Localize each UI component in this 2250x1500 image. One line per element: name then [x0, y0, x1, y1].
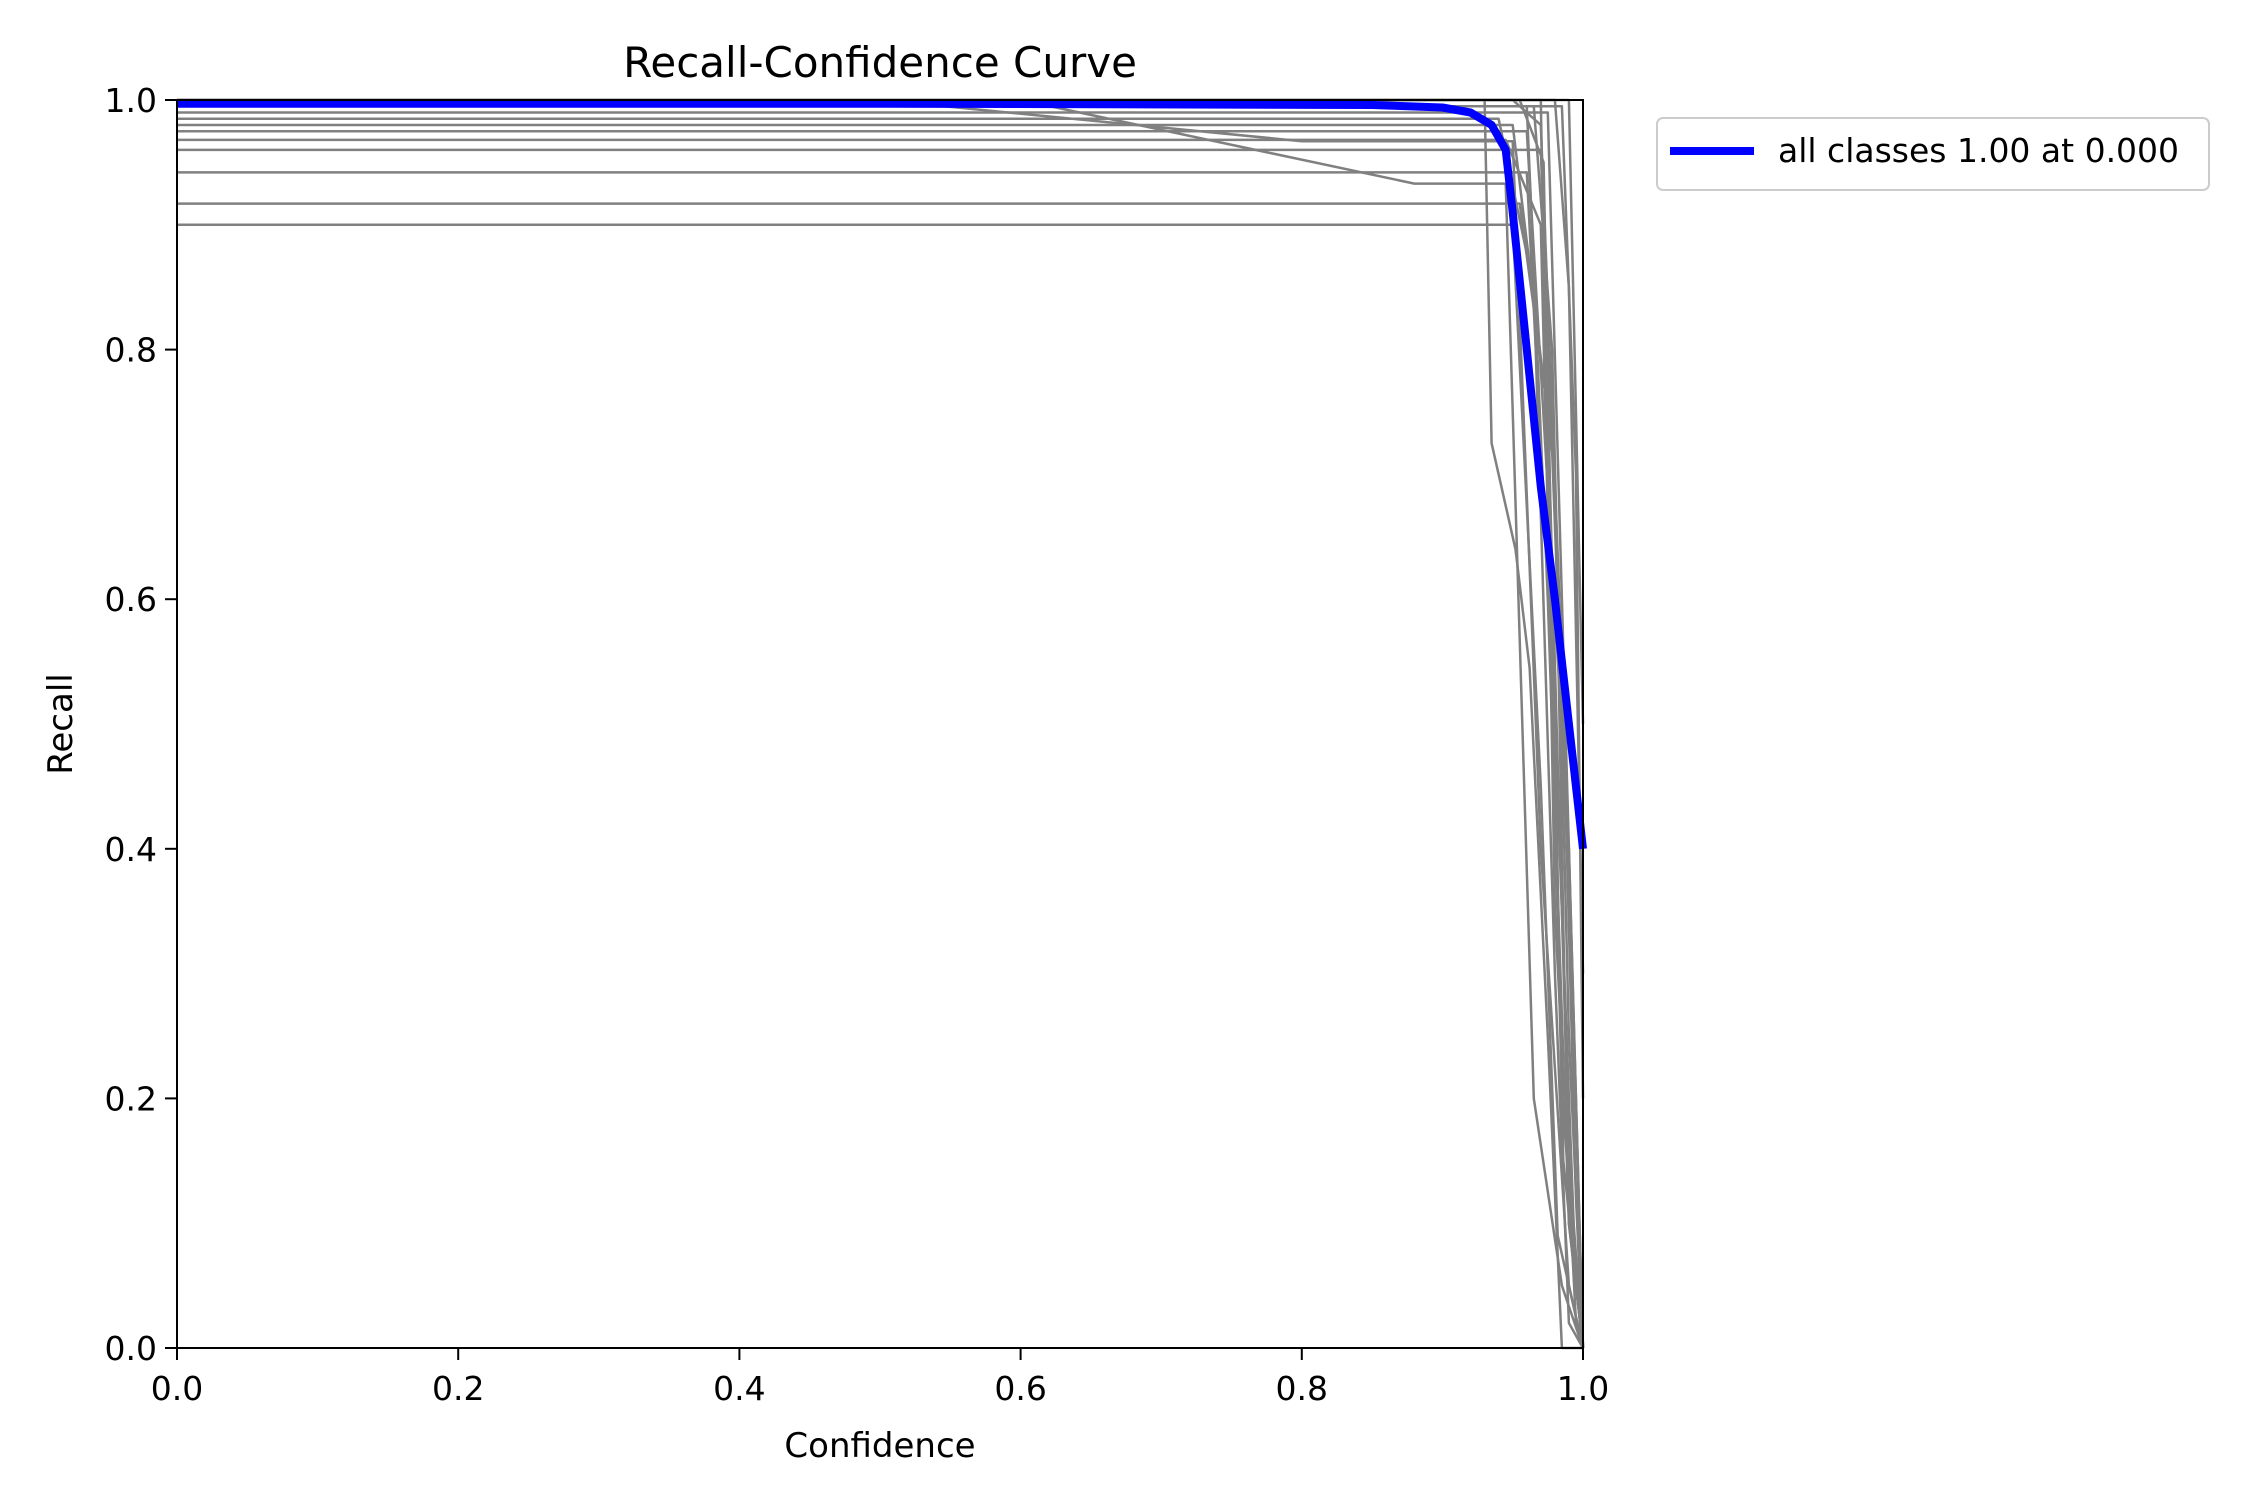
y-tick-label: 0.8 [105, 331, 157, 370]
class-curve-12 [177, 104, 1585, 1349]
class-curve-1 [177, 98, 1585, 1349]
class-curve-8 [177, 138, 1585, 1349]
class-curve-13 [177, 98, 1585, 1349]
all-classes-curve [177, 99, 1587, 850]
y-tick-label: 0.0 [105, 1329, 157, 1368]
x-tick-label: 0.2 [432, 1369, 484, 1408]
class-curve-16 [177, 129, 1585, 1349]
y-tick-label: 1.0 [105, 81, 157, 120]
x-tick-label: 1.0 [1557, 1369, 1609, 1408]
class-curve-11 [177, 223, 1585, 1349]
class-curve-18 [177, 104, 1585, 1099]
y-axis-label: Recall [41, 673, 81, 774]
class-curve-17 [177, 98, 1585, 974]
x-axis-ticks: 0.0 0.2 0.4 0.6 0.8 1.0 [151, 1348, 1609, 1408]
class-curve-2 [177, 104, 1585, 1349]
class-curve-20 [177, 148, 1585, 1349]
x-tick-label: 0.4 [713, 1369, 765, 1408]
plot-area [177, 98, 1587, 1350]
y-axis-ticks: 0.0 0.2 0.4 0.6 0.8 1.0 [105, 81, 177, 1368]
class-curve-14 [177, 111, 1585, 1349]
x-tick-label: 0.0 [151, 1369, 203, 1408]
class-curve-19 [177, 98, 1585, 725]
class-curve-7 [177, 123, 1585, 1349]
plot-frame [176, 99, 1584, 1349]
chart-title: Recall-Confidence Curve [623, 38, 1137, 87]
legend-label-all-classes: all classes 1.00 at 0.000 [1778, 131, 2179, 170]
class-curve-3 [177, 98, 1585, 1349]
legend: all classes 1.00 at 0.000 [1656, 117, 2210, 191]
x-tick-label: 0.6 [994, 1369, 1046, 1408]
x-tick-label: 0.8 [1276, 1369, 1328, 1408]
class-curve-5 [177, 98, 1583, 1350]
legend-box [1656, 117, 2210, 191]
y-tick-label: 0.4 [105, 830, 157, 869]
y-tick-label: 0.2 [105, 1079, 157, 1118]
class-curve-15 [177, 98, 1585, 1349]
y-tick-label: 0.6 [105, 580, 157, 619]
x-axis-label: Confidence [784, 1426, 975, 1466]
class-curve-6 [177, 117, 1585, 1349]
class-curve-9 [177, 171, 1585, 1349]
class-curve-4 [177, 98, 1585, 1349]
class-curve-10 [177, 202, 1585, 1349]
